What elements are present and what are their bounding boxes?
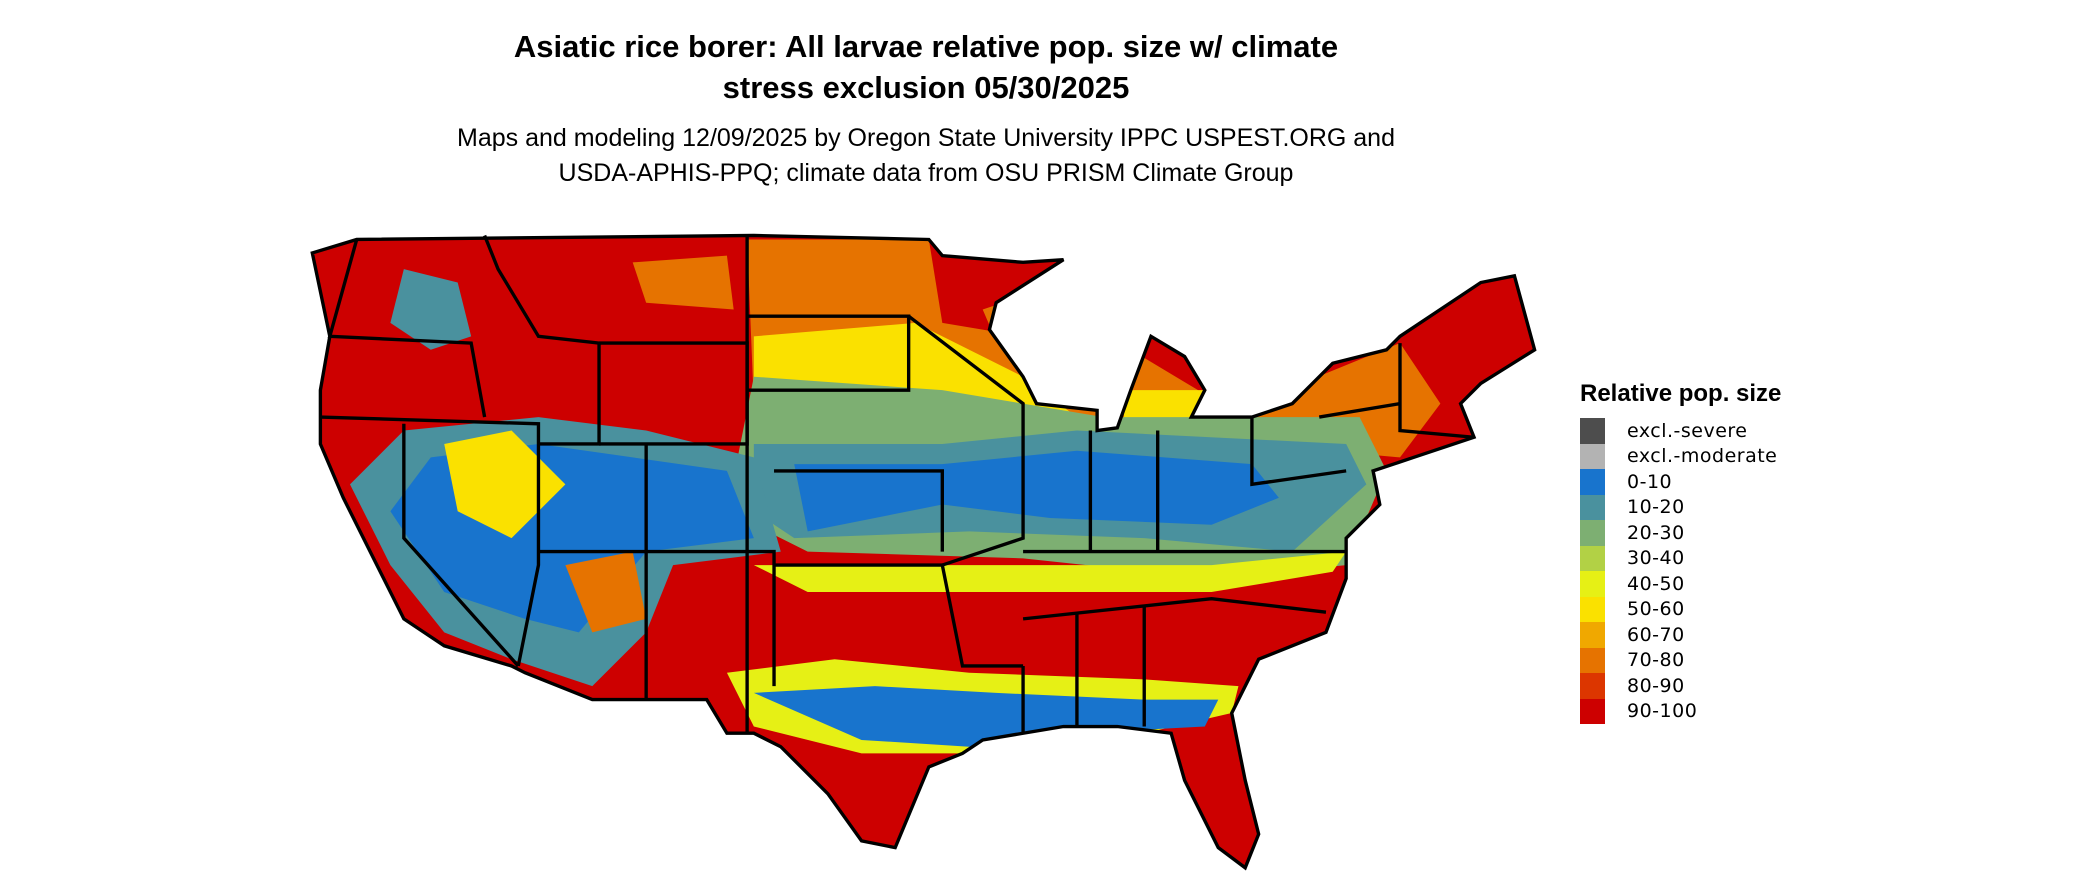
legend-swatch <box>1580 545 1605 571</box>
legend-swatch <box>1580 596 1605 622</box>
legend-swatch <box>1580 469 1605 495</box>
zone-50-60-nevada <box>444 430 566 539</box>
legend-item: 10-20 <box>1580 494 1781 520</box>
legend-title: Relative pop. size <box>1580 380 1782 407</box>
zone-10-20-cascades <box>390 269 472 350</box>
legend: Relative pop. size excl.-severe excl.-mod… <box>1580 380 1781 724</box>
legend-swatch <box>1580 673 1605 699</box>
legend-swatch <box>1580 418 1605 444</box>
subtitle-line-1: Maps and modeling 12/09/2025 by Oregon S… <box>457 124 1395 152</box>
legend-swatch <box>1580 520 1605 546</box>
legend-swatch <box>1580 698 1605 724</box>
title-line-2: stress exclusion 05/30/2025 <box>722 70 1130 105</box>
legend-label: 40-50 <box>1627 572 1685 595</box>
legend-label: 20-30 <box>1627 521 1685 544</box>
legend-label: 10-20 <box>1627 496 1685 519</box>
legend-item: 80-90 <box>1580 673 1781 699</box>
legend-label: excl.-severe <box>1627 419 1748 442</box>
legend-item: excl.-moderate <box>1580 443 1781 469</box>
legend-items: excl.-severe excl.-moderate 0-10 10-20 20-30… <box>1580 418 1781 724</box>
legend-label: excl.-moderate <box>1627 445 1778 468</box>
legend-item: 90-100 <box>1580 698 1781 724</box>
legend-swatch <box>1580 443 1605 469</box>
legend-label: 60-70 <box>1627 623 1685 646</box>
legend-label: 70-80 <box>1627 649 1685 672</box>
map-subtitle: Maps and modeling 12/09/2025 by Oregon S… <box>326 121 1526 191</box>
legend-item: 60-70 <box>1580 622 1781 648</box>
zone-70-80-arizona <box>565 551 647 633</box>
subtitle-line-2: USDA-APHIS-PPQ; climate data from OSU PR… <box>558 159 1294 187</box>
legend-swatch <box>1580 647 1605 673</box>
legend-item: 30-40 <box>1580 545 1781 571</box>
legend-item: excl.-severe <box>1580 418 1781 444</box>
legend-label: 0-10 <box>1627 470 1673 493</box>
legend-item: 20-30 <box>1580 520 1781 546</box>
zone-70-80-montana <box>632 255 734 310</box>
legend-label: 30-40 <box>1627 547 1685 570</box>
legend-swatch <box>1580 571 1605 597</box>
legend-label: 50-60 <box>1627 598 1685 621</box>
legend-swatch <box>1580 622 1605 648</box>
legend-label: 90-100 <box>1627 700 1698 723</box>
title-line-1: Asiatic rice borer: All larvae relative … <box>513 29 1339 64</box>
zone-40-50-band <box>753 551 1347 592</box>
state-borders <box>310 233 1537 870</box>
legend-swatch <box>1580 494 1605 520</box>
legend-item: 0-10 <box>1580 469 1781 495</box>
map-title: Asiatic rice borer: All larvae relative … <box>426 26 1426 108</box>
legend-item: 70-80 <box>1580 647 1781 673</box>
legend-item: 40-50 <box>1580 571 1781 597</box>
legend-item: 50-60 <box>1580 596 1781 622</box>
legend-label: 80-90 <box>1627 674 1685 697</box>
